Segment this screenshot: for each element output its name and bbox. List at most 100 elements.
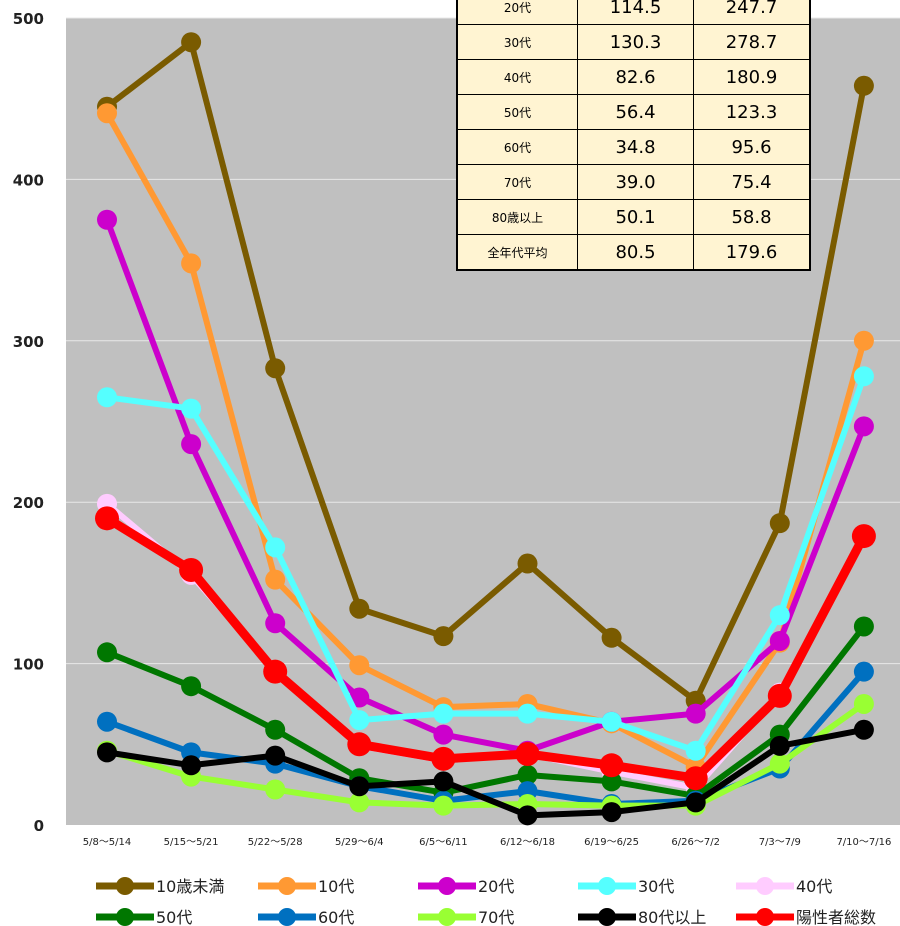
data-point (97, 103, 117, 124)
series-line (105, 39, 867, 704)
data-point (685, 740, 706, 761)
data-point (517, 553, 538, 574)
series-line (104, 111, 867, 770)
legend-item: 10歳未満 (96, 877, 224, 896)
age-cell: 全年代平均 (456, 234, 578, 271)
legend-swatch-marker (438, 908, 456, 926)
data-point (349, 655, 370, 676)
y-tick-label: 300 (13, 333, 44, 351)
x-axis-ticks: 5/8～5/14 5/15～5/21 5/22～5/28 5/29～6/4 6/5～6/… (83, 837, 892, 848)
legend-item: 40代 (736, 877, 832, 896)
table-row: 40代 82.6 180.9 (456, 59, 811, 95)
data-point (347, 732, 372, 757)
legend-item: 10代 (258, 877, 354, 896)
series-line (105, 624, 867, 799)
values-table: 20代 114.5 247.7 30代 130.3 278.7 40代 82.6 180.9 50… (456, 0, 811, 271)
legend-label: 10歳未満 (156, 877, 224, 896)
data-point (349, 710, 370, 731)
age-cell: 70代 (456, 164, 578, 200)
data-point (433, 703, 454, 724)
x-tick-label: 6/26～7/2 (671, 837, 720, 848)
series-0 (97, 32, 874, 711)
y-tick-label: 500 (13, 10, 44, 28)
value-cell: 75.4 (693, 164, 811, 200)
series-line (106, 726, 865, 819)
data-point (517, 703, 538, 724)
data-point (349, 792, 370, 813)
age-cell: 20代 (456, 0, 578, 25)
data-point (265, 779, 286, 800)
data-point (97, 209, 117, 230)
legend-item: 陽性者総数 (736, 908, 876, 926)
y-tick-label: 200 (13, 494, 44, 512)
value-cell: 179.6 (693, 234, 811, 271)
value-cell: 39.0 (577, 164, 694, 200)
data-point (431, 746, 456, 771)
legend-item: 80代以上 (578, 908, 706, 926)
data-point (265, 569, 286, 590)
x-tick-label: 5/15～5/21 (164, 837, 219, 848)
legend-swatch-marker (756, 908, 774, 926)
data-point (769, 513, 790, 534)
data-point (769, 753, 790, 774)
legend: 10歳未満 10代 20代 30代 40代 50代 60代 70代 80代以上 陽性者総数 (96, 877, 876, 926)
legend-swatch-marker (116, 908, 134, 926)
data-point (349, 776, 370, 797)
x-tick-label: 7/10～7/16 (836, 837, 891, 848)
legend-swatch-marker (116, 877, 134, 895)
data-point (769, 735, 790, 756)
legend-label: 陽性者総数 (796, 908, 876, 926)
value-cell: 278.7 (693, 24, 811, 60)
table-row: 50代 56.4 123.3 (456, 94, 811, 130)
series-9 (95, 506, 876, 791)
legend-swatch-marker (598, 877, 616, 895)
legend-label: 10代 (318, 877, 354, 896)
y-tick-label: 0 (34, 817, 44, 835)
value-cell: 130.3 (577, 24, 694, 60)
data-point (181, 434, 202, 455)
legend-swatch-marker (278, 908, 296, 926)
data-point (181, 398, 202, 419)
data-point (95, 506, 119, 531)
legend-label: 30代 (638, 877, 674, 896)
data-point (853, 693, 874, 714)
data-point (515, 741, 540, 766)
legend-item: 50代 (96, 908, 192, 926)
legend-swatch-marker (438, 877, 456, 895)
data-point (97, 711, 117, 732)
legend-label: 80代以上 (638, 908, 706, 926)
data-point (517, 764, 538, 785)
legend-swatch-marker (756, 877, 774, 895)
legend-item: 30代 (578, 877, 674, 896)
data-point (97, 742, 117, 763)
data-point (97, 642, 117, 663)
age-cell: 40代 (456, 59, 578, 95)
data-point (853, 661, 874, 682)
legend-swatch-marker (598, 908, 616, 926)
data-point (769, 631, 790, 652)
age-cell: 50代 (456, 94, 578, 130)
age-cell: 30代 (456, 24, 578, 60)
data-point (851, 524, 876, 549)
data-point (349, 598, 370, 619)
value-cell: 58.8 (693, 199, 811, 235)
data-point (263, 659, 288, 684)
data-point (265, 719, 286, 740)
age-cell: 80歳以上 (456, 199, 578, 235)
data-point (685, 703, 706, 724)
data-point (181, 755, 202, 776)
series-3 (97, 366, 874, 761)
data-point (265, 613, 286, 634)
value-cell: 34.8 (577, 129, 694, 165)
x-tick-label: 6/12～6/18 (500, 837, 555, 848)
legend-item: 20代 (418, 877, 514, 896)
data-point (181, 32, 202, 53)
table-row: 70代 39.0 75.4 (456, 164, 811, 200)
table-row: 30代 130.3 278.7 (456, 24, 811, 60)
data-point (767, 683, 792, 708)
table-row: 20代 114.5 247.7 (456, 0, 811, 25)
data-point (433, 771, 454, 792)
data-point (181, 253, 202, 274)
data-point (601, 711, 622, 732)
legend-label: 40代 (796, 877, 832, 896)
